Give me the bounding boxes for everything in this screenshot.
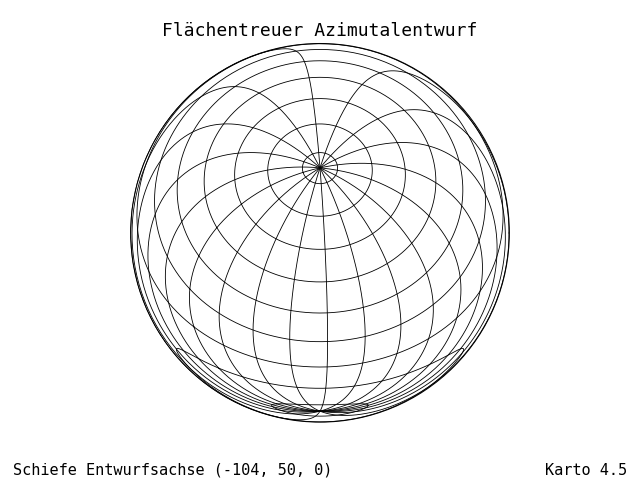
Text: Flächentreuer Azimutalentwurf: Flächentreuer Azimutalentwurf (163, 22, 477, 40)
Text: Schiefe Entwurfsachse (-104, 50, 0): Schiefe Entwurfsachse (-104, 50, 0) (13, 463, 332, 478)
Text: Karto 4.5: Karto 4.5 (545, 463, 627, 478)
